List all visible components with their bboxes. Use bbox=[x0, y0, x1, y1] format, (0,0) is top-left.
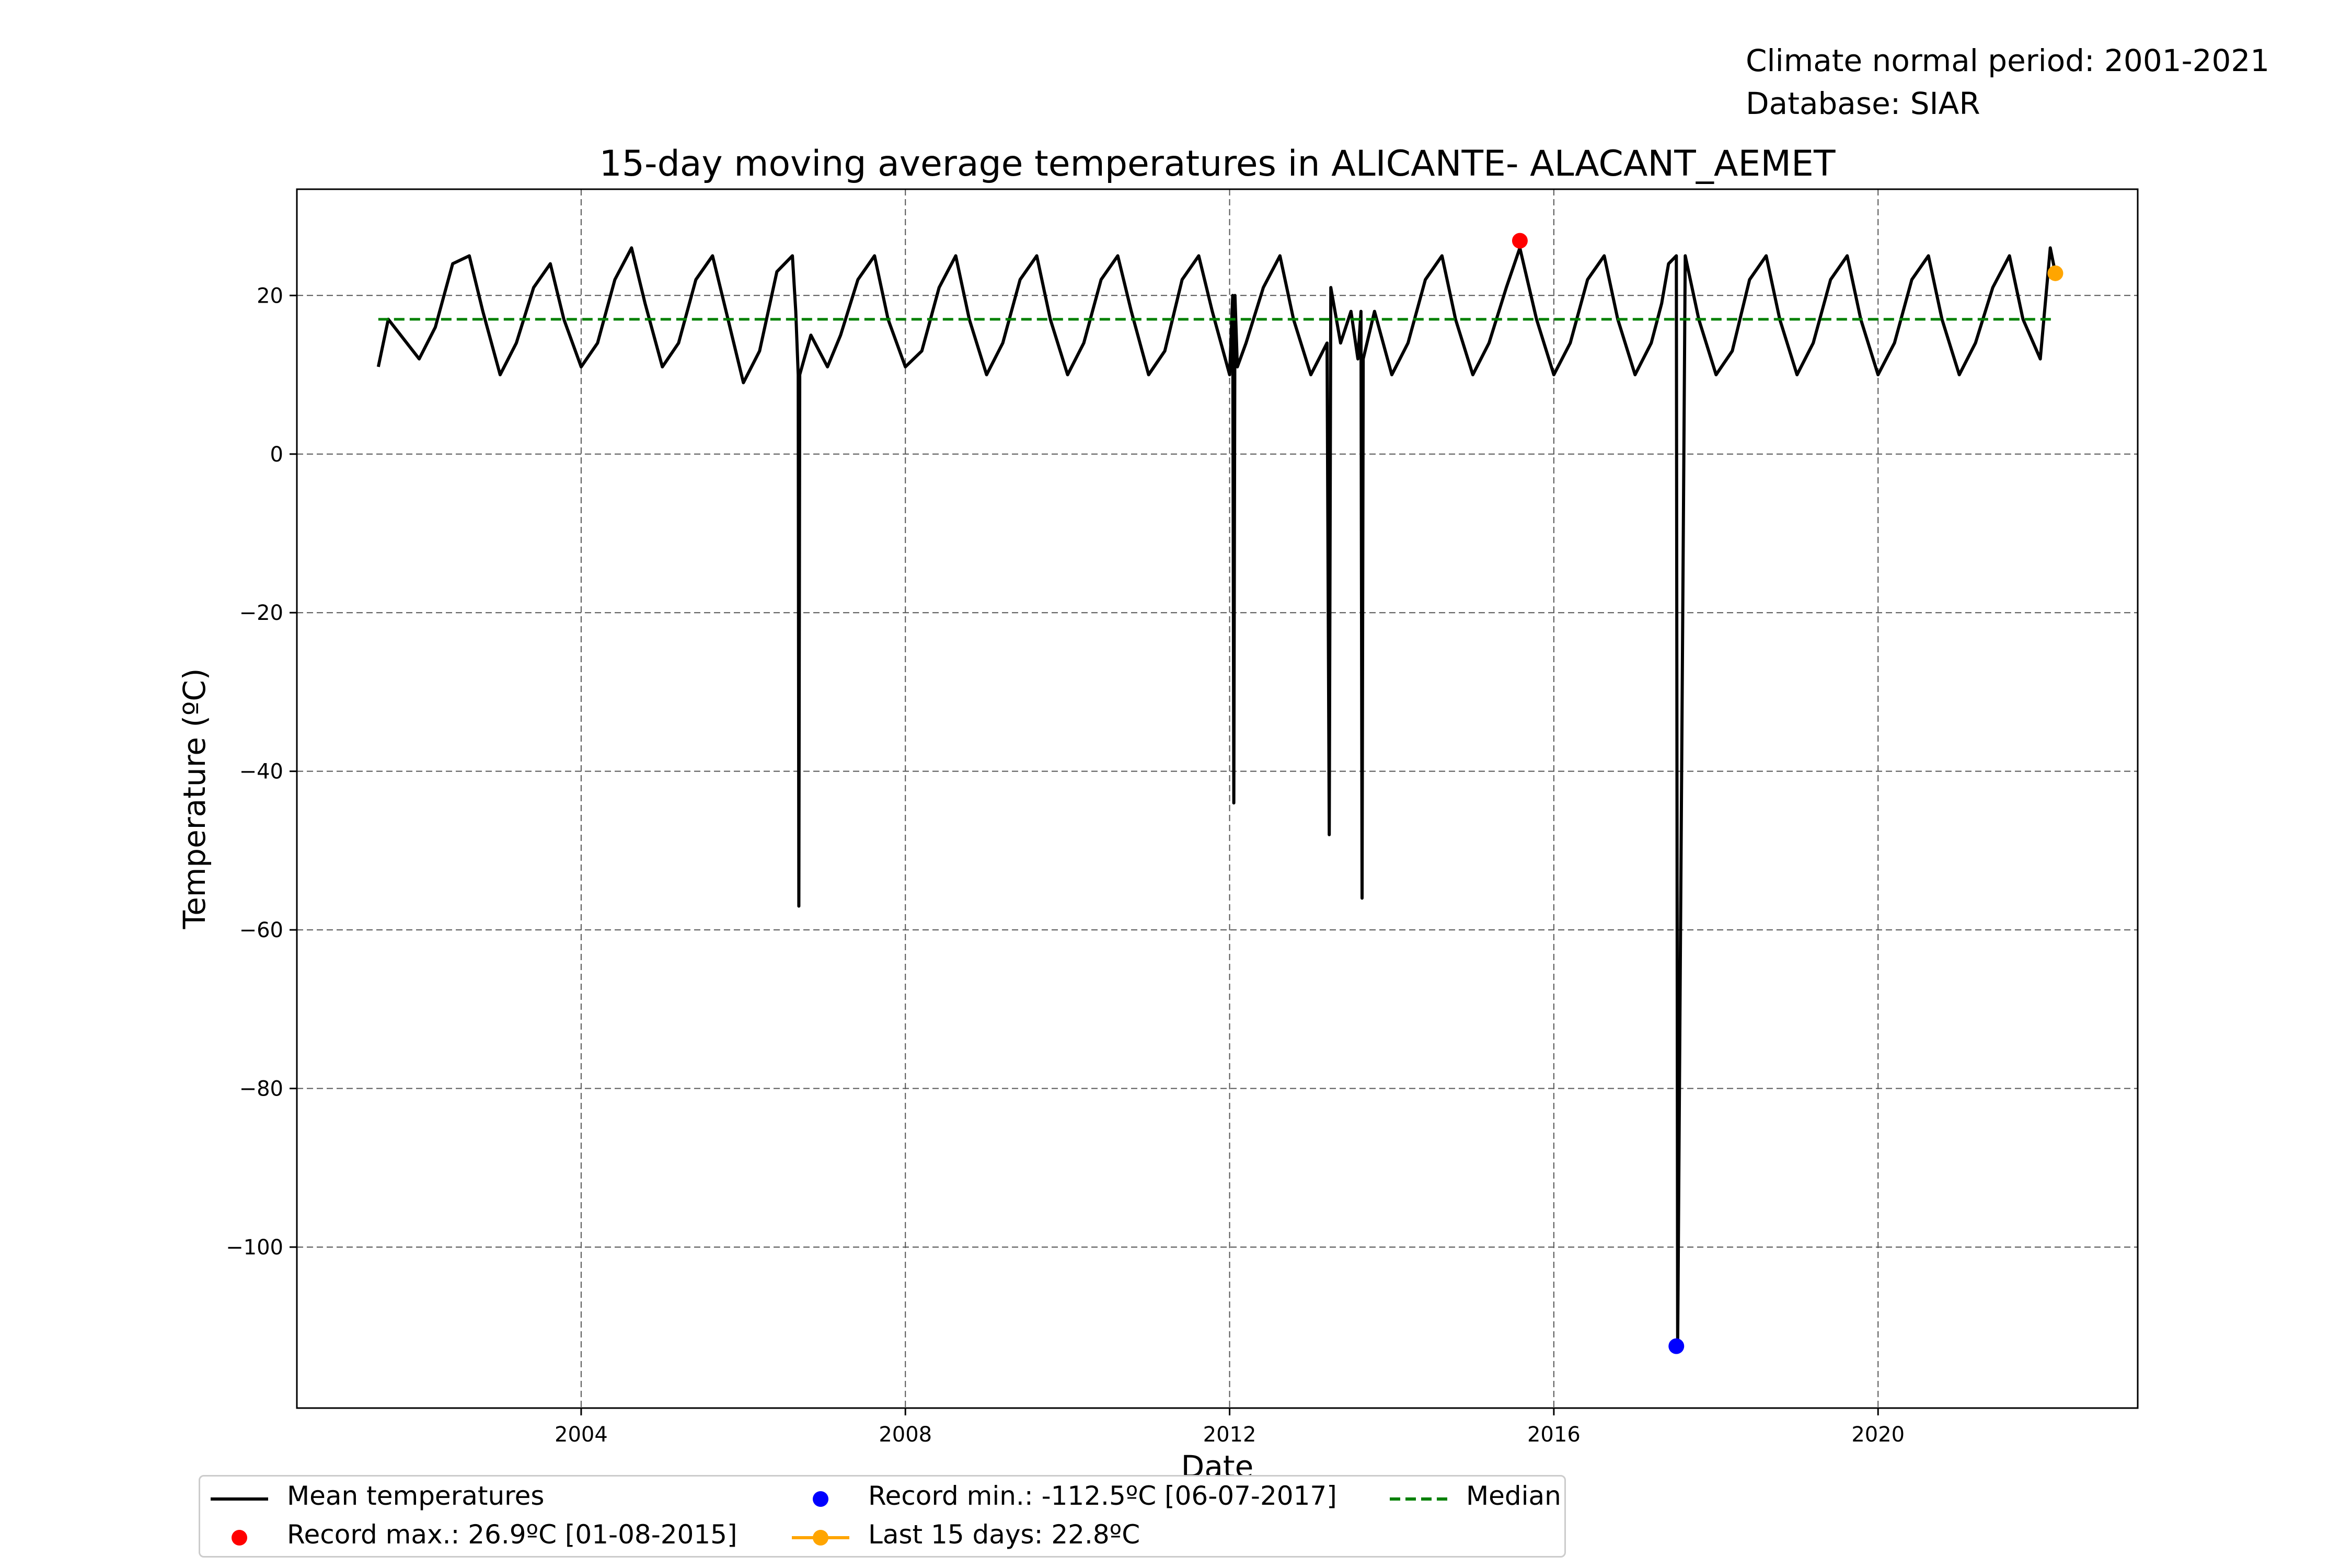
legend-label-last-15-days: Last 15 days: 22.8ºC bbox=[868, 1519, 1140, 1550]
legend-label-median: Median bbox=[1466, 1481, 1561, 1511]
plot-frame bbox=[297, 189, 2138, 1408]
legend-key-record-max bbox=[211, 1524, 268, 1545]
y-tick-label--20: −20 bbox=[239, 601, 283, 625]
x-tick-label-2004: 2004 bbox=[555, 1423, 608, 1447]
legend-item-median: Median bbox=[1390, 1481, 1561, 1511]
y-tick-label--40: −40 bbox=[239, 760, 283, 784]
x-tick-label-2016: 2016 bbox=[1527, 1423, 1581, 1447]
legend-item-record-min: Record min.: -112.5ºC [06-07-2017] bbox=[792, 1481, 1337, 1511]
marker-record-max bbox=[1512, 233, 1528, 249]
y-tick-label--100: −100 bbox=[226, 1236, 283, 1260]
series-line-mean-temperatures bbox=[378, 248, 2056, 1346]
y-axis-label: Temperature (ºC) bbox=[177, 668, 212, 930]
marker-record-min bbox=[1668, 1339, 1684, 1354]
y-tick-label-20: 20 bbox=[257, 284, 283, 308]
x-tick-label-2012: 2012 bbox=[1203, 1423, 1256, 1447]
x-tick-label-2020: 2020 bbox=[1851, 1423, 1905, 1447]
legend-key-last-15-days bbox=[792, 1524, 849, 1545]
legend-item-mean: Mean temperatures bbox=[211, 1481, 544, 1511]
chart-title: 15-day moving average temperatures in AL… bbox=[599, 143, 1836, 185]
chart-legend: Mean temperatures Record max.: 26.9ºC [0… bbox=[199, 1475, 1566, 1558]
legend-key-record-min bbox=[792, 1485, 849, 1506]
y-tick-label--80: −80 bbox=[239, 1077, 283, 1101]
legend-label-record-min: Record min.: -112.5ºC [06-07-2017] bbox=[868, 1481, 1337, 1511]
x-tick-label-2008: 2008 bbox=[879, 1423, 932, 1447]
legend-key-median bbox=[1390, 1485, 1447, 1506]
y-tick-label-0: 0 bbox=[270, 443, 283, 467]
legend-label-record-max: Record max.: 26.9ºC [01-08-2015] bbox=[287, 1519, 737, 1550]
y-tick-label--60: −60 bbox=[239, 918, 283, 942]
legend-key-mean bbox=[211, 1485, 268, 1506]
legend-label-mean: Mean temperatures bbox=[287, 1481, 544, 1511]
marker-last-15-days bbox=[2047, 266, 2063, 281]
legend-item-last-15-days: Last 15 days: 22.8ºC bbox=[792, 1519, 1140, 1550]
legend-item-record-max: Record max.: 26.9ºC [01-08-2015] bbox=[211, 1519, 737, 1550]
